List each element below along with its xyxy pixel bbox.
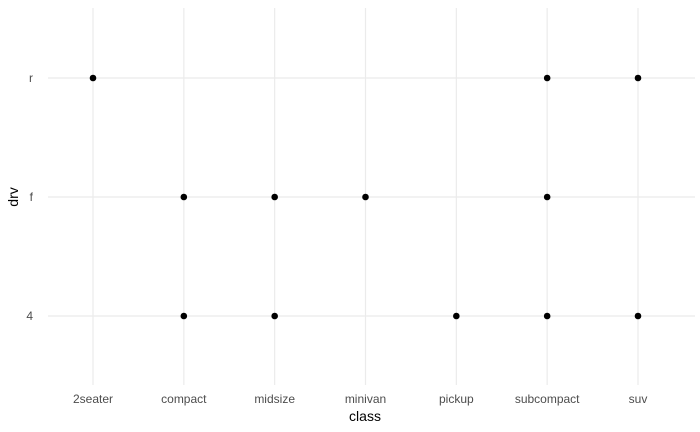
x-tick-label-minivan: minivan — [345, 392, 386, 406]
y-axis-title: drv — [5, 187, 21, 206]
point-midsize-f — [271, 193, 278, 201]
x-tick-label-2seater: 2seater — [73, 392, 113, 406]
point-minivan-f — [362, 193, 369, 201]
point-suv-r — [634, 74, 642, 82]
point-2seater-r — [89, 74, 97, 82]
point-pickup-4 — [453, 312, 460, 320]
y-tick-label-4: 4 — [26, 309, 33, 323]
y-tick-label-r: r — [29, 71, 33, 85]
x-tick-label-suv: suv — [629, 392, 648, 406]
x-tick-label-compact: compact — [161, 392, 207, 406]
point-subcompact-4 — [543, 312, 551, 320]
point-compact-4 — [180, 312, 188, 320]
point-compact-f — [180, 193, 188, 201]
data-points — [89, 74, 642, 320]
y-axis-ticks: 4 f r — [26, 71, 33, 323]
x-tick-label-subcompact: subcompact — [515, 392, 580, 406]
x-axis-ticks: 2seater compact midsize minivan pickup subcom… — [73, 392, 647, 406]
grid-lines — [48, 8, 695, 385]
point-subcompact-f — [543, 193, 551, 201]
point-suv-4 — [634, 312, 642, 320]
point-midsize-4 — [271, 312, 278, 320]
x-tick-label-pickup: pickup — [439, 392, 474, 406]
x-axis-title: class — [349, 408, 381, 424]
point-subcompact-r — [543, 74, 551, 82]
x-tick-label-midsize: midsize — [254, 392, 295, 406]
y-tick-label-f: f — [30, 190, 34, 204]
